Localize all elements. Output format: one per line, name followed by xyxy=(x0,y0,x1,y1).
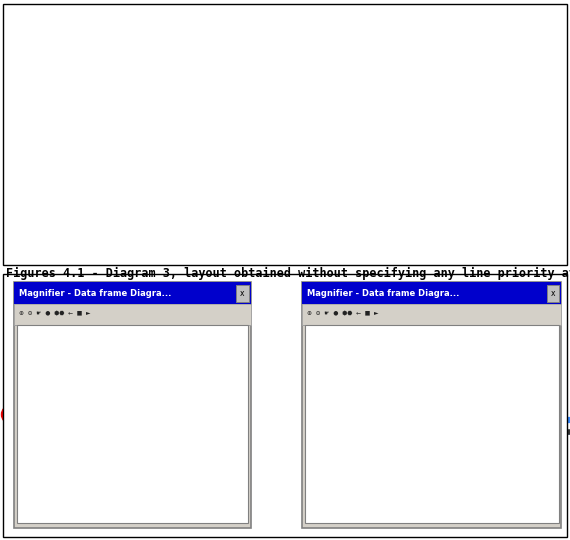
Text: ⊕  ⊖  ☛  ●  ⬢⬣  ←  ■  ►: ⊕ ⊖ ☛ ● ⬢⬣ ← ■ ► xyxy=(307,312,378,317)
Text: x: x xyxy=(240,289,245,298)
Text: Figures 4.1 - Diagram 3, layout obtained without specifying any line priority at: Figures 4.1 - Diagram 3, layout obtained… xyxy=(6,267,570,280)
Text: ⊕  ⊖  ☛  ●  ⬢⬣  ←  ■  ►: ⊕ ⊖ ☛ ● ⬢⬣ ← ■ ► xyxy=(19,312,90,317)
Text: x: x xyxy=(551,289,555,298)
Text: Magnifier - Data frame Diagra...: Magnifier - Data frame Diagra... xyxy=(19,289,171,298)
Text: Magnifier - Data frame Diagra...: Magnifier - Data frame Diagra... xyxy=(307,289,459,298)
